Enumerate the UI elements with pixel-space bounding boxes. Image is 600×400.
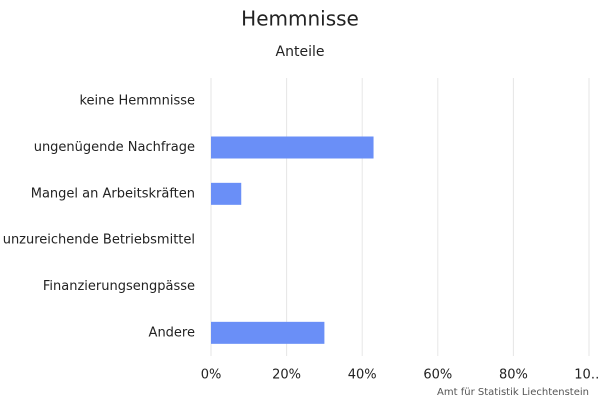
chart-title: Hemmnisse xyxy=(241,7,359,31)
bar xyxy=(211,136,374,159)
y-tick-label: unzureichende Betriebsmittel xyxy=(3,233,195,248)
y-tick-label: Finanzierungsengpässe xyxy=(43,279,195,294)
credit: Amt für Statistik Liechtenstein xyxy=(437,387,589,398)
x-tick-label: 20% xyxy=(272,368,301,383)
y-tick-label: Mangel an Arbeitskräften xyxy=(31,186,195,201)
y-tick-label: ungenügende Nachfrage xyxy=(34,140,195,155)
bar xyxy=(211,182,242,205)
x-tick-label: 40% xyxy=(348,368,377,383)
x-tick-label: 60% xyxy=(423,368,452,383)
x-tick-label: 80% xyxy=(499,368,528,383)
x-tick-label: 0% xyxy=(201,368,222,383)
x-tick-label: 10… xyxy=(574,368,600,383)
chart-subtitle: Anteile xyxy=(276,44,325,60)
y-tick-label: Andere xyxy=(149,325,195,340)
bar xyxy=(211,321,325,344)
y-tick-label: keine Hemmnisse xyxy=(79,94,195,109)
